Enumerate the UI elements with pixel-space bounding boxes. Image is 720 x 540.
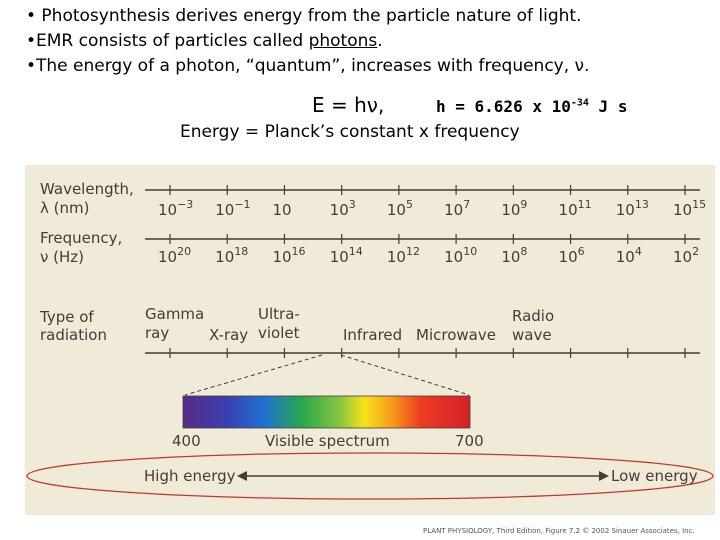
xray-label: X-ray xyxy=(209,326,248,344)
frequency-tick-label: 1020 xyxy=(158,245,191,266)
type-label-line1: Type of xyxy=(39,308,94,326)
energy-highlight-ellipse xyxy=(26,452,714,500)
energy-arrow-right-head xyxy=(599,471,609,481)
radio-wave-label-line2: wave xyxy=(512,326,552,344)
planck-caption: Energy = Planck’s constant x frequency xyxy=(180,122,520,142)
wavelength-tick-label: 109 xyxy=(501,198,527,219)
spectrum-figure: Wavelength, λ (nm) 10−3 10−1 10 103 105 107 10… xyxy=(25,165,715,515)
frequency-tick-label: 1014 xyxy=(330,245,363,266)
gamma-ray-label-line1: Gamma xyxy=(145,305,204,323)
wavelength-tick-label: 10−3 xyxy=(158,198,193,219)
bullet-photon-energy: •The energy of a photon, “quantum”, incr… xyxy=(26,56,590,76)
planck-constant: h = 6.626 x 10-34 J s xyxy=(436,97,627,116)
frequency-tick-label: 102 xyxy=(673,245,699,266)
photons-term: photons xyxy=(308,31,378,51)
planck-constant-unit: J s xyxy=(588,97,628,116)
wavelength-tick-label: 1013 xyxy=(616,198,649,219)
zoom-line-left xyxy=(184,354,323,396)
frequency-label-line2: ν (Hz) xyxy=(40,248,84,266)
wavelength-tick-label: 105 xyxy=(387,198,413,219)
wavelength-axis: 10−3 10−1 10 103 105 107 109 1011 1013 1015 xyxy=(145,185,706,219)
radiation-axis-ticks xyxy=(169,348,686,358)
ultraviolet-label-line1: Ultra- xyxy=(258,305,300,323)
visible-end-label: 700 xyxy=(455,432,484,450)
bullet-list: • Photosynthesis derives energy from the… xyxy=(26,4,589,79)
bullet-emr-period: . xyxy=(377,31,383,51)
visible-spectrum-label: Visible spectrum xyxy=(265,432,390,450)
frequency-label-line1: Frequency, xyxy=(40,229,122,247)
type-label-line2: radiation xyxy=(40,326,107,344)
ultraviolet-label-line2: violet xyxy=(258,324,300,342)
radio-wave-label-line1: Radio xyxy=(512,307,554,325)
planck-constant-exponent: -34 xyxy=(570,97,589,109)
frequency-tick-label: 1018 xyxy=(215,245,248,266)
wavelength-label-line2: λ (nm) xyxy=(40,199,89,217)
wavelength-tick-label: 1011 xyxy=(559,198,592,219)
wavelength-tick-label: 103 xyxy=(330,198,356,219)
bullet-photosynthesis: • Photosynthesis derives energy from the… xyxy=(26,6,582,26)
frequency-tick-label: 104 xyxy=(616,245,642,266)
energy-equation: E = hν, xyxy=(312,93,385,117)
spectrum-svg: Wavelength, λ (nm) 10−3 10−1 10 103 105 107 10… xyxy=(26,180,714,500)
frequency-tick-label: 1010 xyxy=(444,245,477,266)
wavelength-tick-label: 10−1 xyxy=(215,198,250,219)
low-energy-label: Low energy xyxy=(611,467,698,485)
infrared-label: Infrared xyxy=(343,326,402,344)
wavelength-tick-label: 107 xyxy=(444,198,470,219)
planck-constant-prefix: h = 6.626 x 10 xyxy=(436,97,571,116)
frequency-tick-label: 1016 xyxy=(272,245,305,266)
figure-credit: PLANT PHYSIOLOGY, Third Edition, Figure … xyxy=(423,527,695,535)
frequency-axis: 1020 1018 1016 1014 1012 1010 108 106 104 102 xyxy=(145,234,700,266)
wavelength-tick-label: 10 xyxy=(272,201,291,219)
gamma-ray-label-line2: ray xyxy=(145,324,169,342)
energy-arrow-left-head xyxy=(237,471,247,481)
wavelength-label-line1: Wavelength, xyxy=(40,180,134,198)
visible-start-label: 400 xyxy=(172,432,201,450)
wavelength-tick-label: 1015 xyxy=(673,198,706,219)
visible-spectrum-bar xyxy=(182,395,471,429)
zoom-line-right xyxy=(340,354,470,396)
frequency-tick-label: 106 xyxy=(559,245,585,266)
frequency-tick-label: 108 xyxy=(501,245,527,266)
bullet-emr-text: •EMR consists of particles called xyxy=(26,31,304,51)
microwave-label: Microwave xyxy=(416,326,496,344)
frequency-tick-label: 1012 xyxy=(387,245,420,266)
bullet-emr: •EMR consists of particles called photon… xyxy=(26,29,589,54)
high-energy-label: High energy xyxy=(144,467,236,485)
